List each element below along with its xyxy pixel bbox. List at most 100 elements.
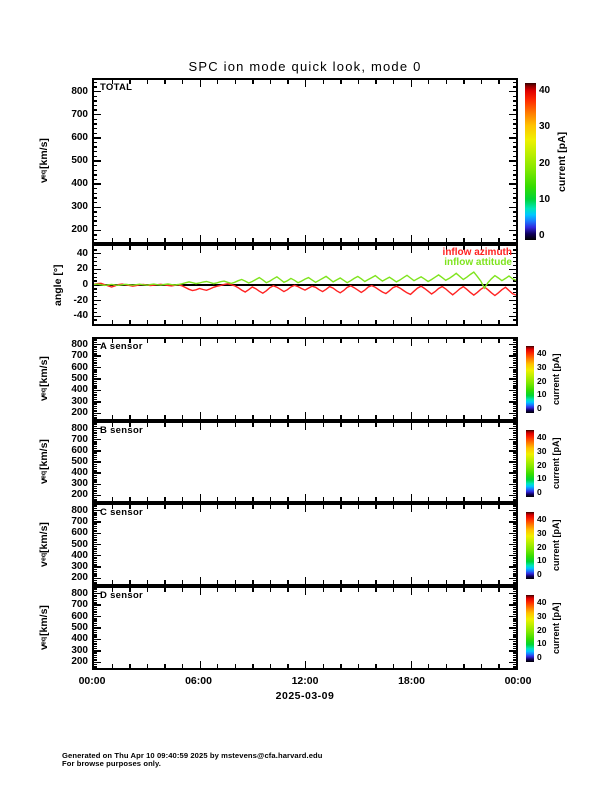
- y-minor-tick: [94, 523, 97, 525]
- y-minor-tick: [513, 346, 516, 348]
- x-major-tick: [410, 317, 412, 324]
- x-minor-tick: [498, 497, 500, 501]
- y-major-tick: [94, 299, 101, 302]
- x-minor-tick: [287, 320, 289, 324]
- y-major-tick: [509, 401, 516, 403]
- y-minor-tick: [94, 647, 97, 650]
- x-minor-tick: [164, 664, 166, 668]
- x-minor-tick: [146, 320, 149, 324]
- x-minor-tick: [217, 497, 219, 501]
- x-minor-tick: [480, 339, 483, 343]
- x-minor-tick: [322, 415, 324, 419]
- y-minor-tick: [94, 215, 97, 218]
- x-major-tick: [305, 80, 307, 87]
- y-minor-tick: [513, 443, 516, 445]
- y-minor-tick: [94, 485, 97, 488]
- y-tick-label: 600: [71, 444, 88, 456]
- y-minor-tick: [94, 296, 97, 298]
- y-tick-label: 200: [71, 656, 88, 668]
- x-major-tick: [305, 588, 307, 595]
- y-minor-tick: [513, 425, 516, 428]
- y-minor-tick: [513, 169, 516, 171]
- x-minor-tick: [269, 415, 272, 419]
- x-major-tick: [305, 494, 307, 501]
- y-minor-tick: [94, 645, 97, 647]
- y-major-tick: [94, 315, 101, 317]
- x-minor-tick: [428, 505, 430, 509]
- y-minor-tick: [94, 311, 97, 313]
- y-major-tick: [509, 532, 516, 534]
- y-major-tick: [94, 521, 101, 523]
- y-minor-tick: [513, 264, 516, 267]
- y-major-tick: [509, 315, 516, 317]
- y-major-tick: [94, 229, 101, 232]
- y-minor-tick: [94, 436, 97, 439]
- y-minor-tick: [513, 625, 516, 627]
- y-minor-tick: [94, 398, 97, 401]
- x-minor-tick: [234, 246, 237, 250]
- y-minor-tick: [513, 514, 516, 516]
- x-minor-tick: [111, 588, 113, 592]
- x-minor-tick: [181, 238, 184, 242]
- x-minor-tick: [463, 320, 465, 324]
- y-minor-tick: [513, 523, 516, 525]
- y-minor-tick: [94, 408, 97, 410]
- footer-generated-line: Generated on Thu Apr 10 09:40:59 2025 by…: [62, 751, 323, 760]
- y-major-tick: [94, 183, 101, 185]
- y-minor-tick: [94, 141, 97, 144]
- y-minor-tick: [94, 430, 97, 432]
- y-minor-tick: [94, 174, 97, 176]
- y-major-tick: [509, 472, 516, 474]
- y-minor-tick: [513, 151, 516, 153]
- x-minor-tick: [269, 588, 272, 592]
- x-minor-tick: [357, 423, 360, 427]
- y-major-tick: [94, 638, 101, 641]
- x-minor-tick: [252, 246, 254, 250]
- x-minor-tick: [146, 423, 149, 427]
- x-minor-tick: [428, 664, 430, 668]
- y-major-tick: [94, 439, 101, 441]
- x-minor-tick: [217, 588, 219, 592]
- x-minor-tick: [181, 339, 184, 343]
- y-major-tick: [94, 355, 101, 357]
- y-minor-tick: [513, 568, 516, 571]
- y-minor-tick: [513, 392, 516, 394]
- x-minor-tick: [463, 580, 465, 584]
- y-minor-tick: [513, 552, 516, 555]
- y-minor-tick: [513, 141, 516, 144]
- colorbar-tick-label: 40: [537, 348, 547, 358]
- y-minor-tick: [513, 211, 516, 213]
- y-major-tick: [94, 268, 101, 271]
- y-minor-tick: [513, 492, 516, 494]
- x-minor-tick: [463, 588, 465, 592]
- x-minor-tick: [463, 423, 465, 427]
- x-minor-tick: [445, 320, 448, 324]
- x-minor-tick: [498, 588, 500, 592]
- x-minor-tick: [164, 588, 166, 592]
- y-minor-tick: [513, 525, 516, 528]
- x-minor-tick: [445, 238, 448, 242]
- colorbar-d: [526, 595, 534, 662]
- x-minor-tick: [322, 588, 324, 592]
- y-minor-tick: [513, 319, 516, 321]
- y-minor-tick: [513, 260, 516, 263]
- x-major-tick: [305, 246, 307, 253]
- y-axis-label-sub: eq: [40, 470, 48, 479]
- y-minor-tick: [94, 481, 97, 483]
- x-minor-tick: [181, 423, 184, 427]
- x-minor-tick: [498, 246, 500, 250]
- y-axis-label-sub: eq: [40, 636, 48, 645]
- y-minor-tick: [513, 341, 516, 344]
- x-minor-tick: [146, 588, 149, 592]
- x-minor-tick: [322, 80, 324, 84]
- y-major-tick: [509, 114, 516, 116]
- y-minor-tick: [94, 339, 97, 341]
- x-minor-tick: [217, 320, 219, 324]
- x-minor-tick: [480, 505, 483, 509]
- y-minor-tick: [94, 467, 97, 470]
- y-minor-tick: [513, 403, 516, 405]
- x-minor-tick: [252, 320, 254, 324]
- x-minor-tick: [428, 497, 430, 501]
- y-major-tick: [94, 137, 101, 139]
- y-minor-tick: [94, 602, 97, 604]
